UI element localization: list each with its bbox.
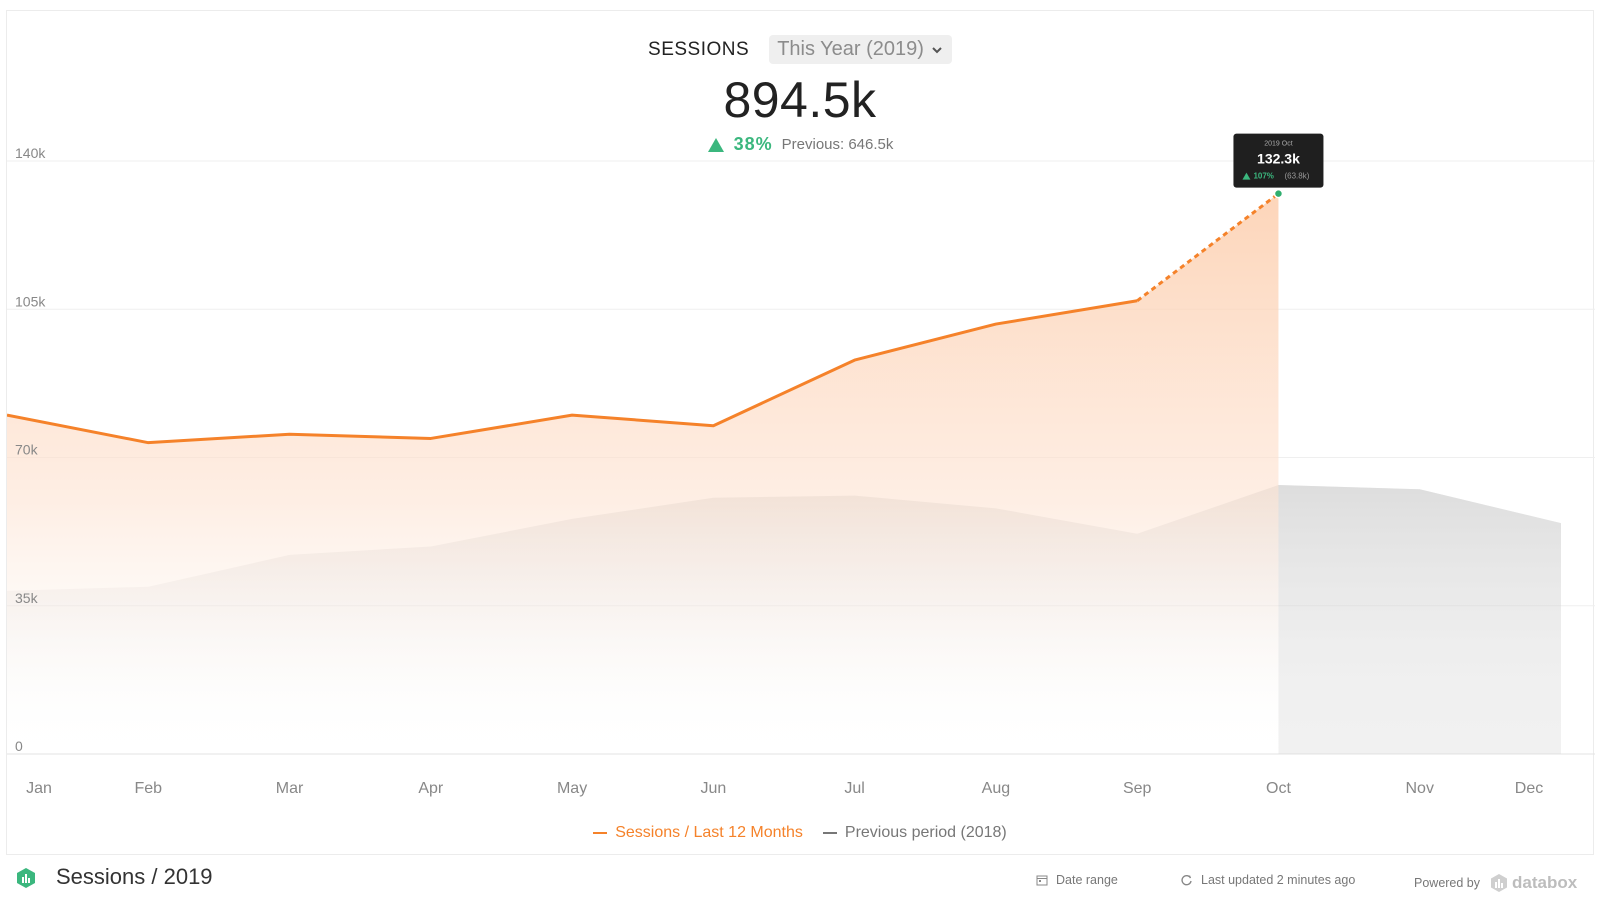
x-tick-label: Apr xyxy=(418,780,444,797)
x-tick-label: Oct xyxy=(1266,780,1291,797)
y-tick-label: 70k xyxy=(15,442,39,458)
tooltip-change: 107% xyxy=(1253,172,1273,181)
label-layer: 0 35k 70k 105k 140k Jan Feb Mar Apr May Jun Jul Aug S… xyxy=(15,145,1543,797)
metric-header: SESSIONS This Year (2019) 894.5k 38% Pre… xyxy=(7,11,1593,161)
y-tick-label: 105k xyxy=(15,293,46,309)
x-tick-label: Nov xyxy=(1406,780,1434,797)
footer: Sessions / 2019 Date range Last updated … xyxy=(0,856,1600,922)
y-tick-label: 0 xyxy=(15,738,23,754)
highlight-point[interactable] xyxy=(1273,188,1284,199)
date-range-label: Date range xyxy=(1056,873,1118,887)
last-updated-label: Last updated 2 minutes ago xyxy=(1201,873,1356,887)
tooltip-change-abs: (63.8k) xyxy=(1284,172,1309,181)
metric-name: SESSIONS xyxy=(648,38,750,60)
date-range-selected: This Year (2019) xyxy=(777,38,924,60)
previous-series-future-area xyxy=(1278,485,1561,754)
x-tick-label: Dec xyxy=(1515,780,1543,797)
x-tick-label: Jul xyxy=(844,780,864,797)
calendar-icon xyxy=(1036,875,1048,886)
tooltip-box xyxy=(1233,133,1324,188)
current-series-line xyxy=(7,299,1138,445)
brand-logo: databox xyxy=(1490,873,1577,893)
previous-value: Previous: 646.5k xyxy=(781,136,894,153)
date-range-button[interactable]: Date range xyxy=(1036,873,1118,887)
refresh-icon xyxy=(1181,874,1192,885)
x-tick-label: Feb xyxy=(134,780,162,797)
last-updated[interactable]: Last updated 2 minutes ago xyxy=(1180,873,1355,887)
tooltip-up-icon xyxy=(1242,172,1251,180)
date-range-dropdown[interactable]: This Year (2019) xyxy=(769,35,952,64)
powered-by-label: Powered by xyxy=(1414,876,1481,890)
y-tick-label: 35k xyxy=(15,590,39,606)
x-tick-label: Mar xyxy=(276,780,304,797)
powered-by[interactable]: Powered by databox xyxy=(1414,873,1577,893)
brand-name: databox xyxy=(1512,873,1578,892)
legend-label-previous: Previous period (2018) xyxy=(844,824,1007,841)
line-layer xyxy=(7,188,1284,445)
legend-label-current: Sessions / Last 12 Months xyxy=(615,824,803,841)
y-tick-label: 140k xyxy=(15,145,46,161)
change-percent: 38% xyxy=(733,134,773,154)
chart-card: 0 35k 70k 105k 140k Jan Feb Mar Apr May Jun Jul Aug S… xyxy=(6,10,1595,855)
area-layer xyxy=(7,193,1561,755)
metric-value: 894.5k xyxy=(723,72,877,128)
chevron-down-icon xyxy=(932,46,942,53)
databox-brand-icon xyxy=(1491,874,1508,892)
legend-swatch-previous xyxy=(822,832,837,834)
tooltip-value: 132.3k xyxy=(1257,151,1300,167)
legend-item-current[interactable]: Sessions / Last 12 Months xyxy=(593,824,803,842)
tooltip: 2019 Oct 132.3k 107% (63.8k) xyxy=(1233,133,1324,188)
tooltip-date: 2019 Oct xyxy=(1264,141,1292,148)
up-arrow-icon xyxy=(707,137,724,152)
x-tick-label: Sep xyxy=(1123,780,1152,797)
chart-legend: Sessions / Last 12 Months Previous perio… xyxy=(7,824,1593,842)
dashboard-title: Sessions / 2019 xyxy=(56,864,213,889)
legend-item-previous[interactable]: Previous period (2018) xyxy=(822,824,1007,842)
chart-canvas: 0 35k 70k 105k 140k Jan Feb Mar Apr May Jun Jul Aug S… xyxy=(7,133,1595,797)
x-tick-label: Aug xyxy=(982,780,1010,797)
x-tick-label: Jan xyxy=(26,780,52,797)
databox-logo-icon xyxy=(17,868,35,888)
legend-swatch-current xyxy=(593,832,608,834)
current-series-area xyxy=(7,193,1279,755)
x-tick-label: Jun xyxy=(700,780,726,797)
x-tick-label: May xyxy=(557,780,587,797)
current-series-projection-line xyxy=(1136,192,1280,302)
